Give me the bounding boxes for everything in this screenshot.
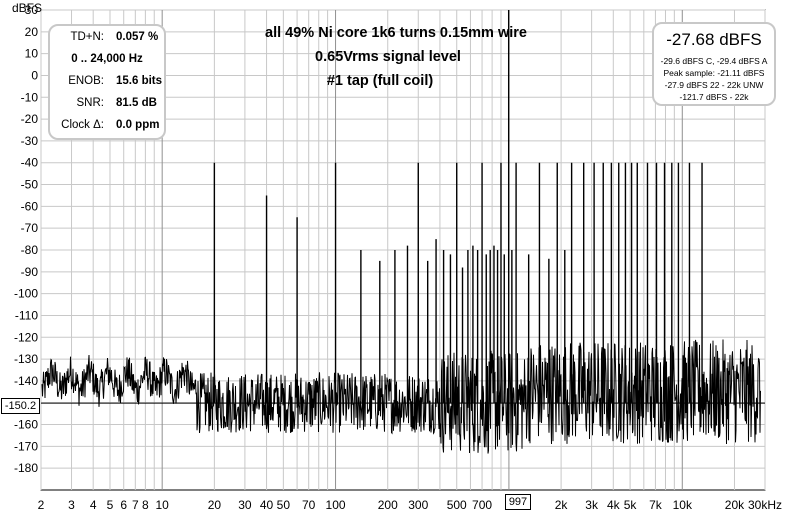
y-axis-ticks: 30 20 10 0 -10 -20 -30 -40 -50 -60 -70 -80 -90 -100 -1… [14,3,38,475]
clock-value: 0.0 ppm [116,119,160,131]
stats-panel: TD+N: 0.057 % 0 .. 24,000 Hz ENOB: 15.6 … [48,24,166,140]
frequency-range: 0 .. 24,000 Hz [71,53,143,65]
tdn-row: TD+N: 0.057 % [50,31,164,49]
y-tick-label: -50 [21,178,39,192]
x-tick-label: 5 [107,498,114,512]
y-tick-label: -40 [21,156,39,170]
x-tick-label: 30 [238,498,252,512]
level-weighted: -29.6 dBFS C, -29.4 dBFS A [660,56,768,66]
y-tick-label: -130 [14,352,38,366]
level-main-value: -27.68 dBFS [666,30,762,49]
x-tick-label: 6 [120,498,127,512]
y-tick-label: -70 [21,221,39,235]
y-tick-label: -110 [15,308,38,322]
y-tick-label: 20 [25,25,39,39]
y-tick-label: -180 [14,461,38,475]
x-tick-label: 30kHz [748,498,782,512]
x-tick-label: 20 [208,498,222,512]
x-tick-label: 7 [132,498,139,512]
snr-row: SNR: 81.5 dB [50,97,164,115]
x-tick-label: 7k [649,498,663,512]
y-tick-label: -60 [21,199,39,213]
x-tick-label: 2 [38,498,45,512]
x-tick-label: 3k [585,498,599,512]
clock-label: Clock Δ: [61,119,104,131]
x-tick-label: 20k [725,498,745,512]
title-line-2: 0.65Vrms signal level [315,49,461,65]
x-tick-label: 100 [326,498,346,512]
y-tick-label: 0 [31,68,38,82]
x-tick-label: 10 [155,498,169,512]
y-tick-label: -100 [14,287,38,301]
enob-label: ENOB: [68,75,104,87]
x-tick-label: 3 [68,498,75,512]
y-tick-label: 30 [25,3,39,17]
y-tick-label: -10 [21,90,39,104]
x-tick-label: 8 [142,498,149,512]
x-tick-label: 50 [277,498,291,512]
level-noise: -121.7 dBFS - 22k [679,92,749,102]
y-tick-label: -120 [14,330,38,344]
level-peak: Peak sample: -21.11 dBFS [663,68,765,78]
y-tick-label: -170 [14,439,38,453]
x-tick-label: 700 [472,498,492,512]
x-tick-label: 4k [607,498,621,512]
level-panel: -27.68 dBFS -29.6 dBFS C, -29.4 dBFS A P… [652,22,776,106]
tdn-label: TD+N: [70,31,104,43]
range-row: 0 .. 24,000 Hz [50,53,164,71]
x-tick-label: 500 [447,498,467,512]
noise-floor [41,339,761,454]
x-tick-label: 4 [90,498,97,512]
y-tick-label: 10 [25,47,39,61]
x-tick-label: 2k [555,498,569,512]
enob-row: ENOB: 15.6 bits [50,75,164,93]
x-axis-ticks: 2 3 4 5 6 7 8 10 20 30 40 50 70 100 200 300 500 700 2k 3k 4k… [38,498,782,512]
x-tick-label: 300 [408,498,428,512]
chart-title: all 49% Ni core 1k6 turns 0.15mm wire 0.… [265,25,527,89]
enob-value: 15.6 bits [116,75,163,87]
y-tick-label: -160 [14,418,38,432]
x-tick-label: 40 [260,498,274,512]
y-tick-label: -30 [21,134,39,148]
title-line-3: #1 tap (full coil) [327,73,434,89]
y-tick-label: -140 [14,374,38,388]
x-tick-label: 200 [378,498,398,512]
frequency-marker-label[interactable]: 997 [505,494,531,510]
snr-label: SNR: [76,97,104,109]
snr-value: 81.5 dB [116,97,157,109]
tdn-value: 0.057 % [116,31,159,43]
y-tick-label: -90 [21,265,39,279]
clock-row: Clock Δ: 0.0 ppm [50,119,164,137]
y-tick-label: -80 [21,243,39,257]
x-tick-label: 70 [302,498,316,512]
title-line-1: all 49% Ni core 1k6 turns 0.15mm wire [265,25,527,41]
cursor-level-label[interactable]: -150.2 [1,398,40,414]
level-unweighted: -27.9 dBFS 22 - 22k UNW [664,80,764,90]
x-tick-label: 10k [673,498,693,512]
x-tick-label: 5k [624,498,638,512]
y-tick-label: -20 [21,112,39,126]
spectrum-trace [41,10,765,454]
y-axis-label: dBFS [12,1,42,15]
